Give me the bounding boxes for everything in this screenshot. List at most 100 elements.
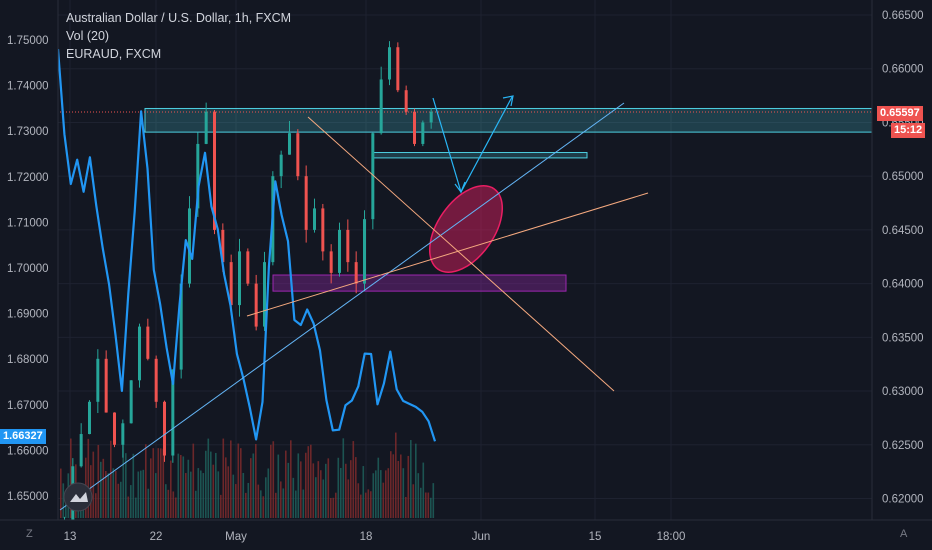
candle-body xyxy=(429,111,433,123)
candle-body xyxy=(96,358,100,402)
volume-bar xyxy=(110,440,112,518)
candle-body xyxy=(246,251,250,284)
candle-body xyxy=(254,283,258,327)
volume-bar xyxy=(252,453,255,518)
volume-bar xyxy=(192,443,195,518)
left-axis-tick-label: 1.65000 xyxy=(7,491,49,503)
volume-bar xyxy=(395,432,397,518)
left-axis-tick-label: 1.68000 xyxy=(7,354,49,366)
volume-bar xyxy=(100,461,102,518)
auto-scale-right-button[interactable]: A xyxy=(900,528,908,540)
candle-body xyxy=(79,434,83,467)
volume-bar xyxy=(222,438,225,518)
candle-body xyxy=(329,251,333,273)
volume-bar xyxy=(155,473,157,518)
candle-body xyxy=(113,412,116,445)
volume-bar xyxy=(365,492,367,518)
volume-bar xyxy=(317,461,320,518)
candle-body xyxy=(171,369,175,456)
volume-bar xyxy=(160,448,162,518)
right-axis-panel xyxy=(872,0,932,550)
volume-bar xyxy=(115,470,117,518)
candle-body xyxy=(121,423,125,445)
time-axis-panel xyxy=(0,520,932,550)
time-axis-tick-label: 18 xyxy=(360,531,373,543)
compare-symbol-label[interactable]: EURAUD, FXCM xyxy=(66,47,162,61)
candle-body xyxy=(196,143,200,209)
volume-bar xyxy=(60,468,62,518)
target-ellipse xyxy=(428,185,504,273)
volume-bar xyxy=(412,484,415,518)
orange-trend-line-rising xyxy=(246,192,649,317)
drawings-overlay[interactable] xyxy=(59,95,649,512)
candle-body xyxy=(313,208,316,230)
volume-bar xyxy=(215,452,217,518)
left-axis-tick-label: 1.72000 xyxy=(7,172,49,184)
volume-bar xyxy=(340,467,342,518)
volume-bar xyxy=(410,440,412,518)
candle-body xyxy=(304,176,308,230)
candle-body xyxy=(354,262,358,284)
candle-body xyxy=(213,111,216,230)
volume-bar xyxy=(137,471,140,518)
volume-bar xyxy=(95,493,97,518)
volume-bar xyxy=(257,484,260,518)
volume-bar xyxy=(105,470,107,518)
volume-bar xyxy=(320,470,322,518)
volume-bar xyxy=(420,487,422,518)
right-axis-tick-label: 0.63000 xyxy=(882,386,924,398)
logo-mark-icon xyxy=(70,492,88,502)
auto-scale-left-button[interactable]: Z xyxy=(26,528,33,540)
drawings[interactable] xyxy=(60,107,873,292)
volume-bar xyxy=(107,473,110,518)
volume-indicator-label[interactable]: Vol (20) xyxy=(66,29,110,43)
volume-bar xyxy=(270,444,272,518)
right-axis-tick-label: 0.65000 xyxy=(882,171,924,183)
volume-bar xyxy=(242,472,245,518)
volume-bar xyxy=(205,450,207,518)
volume-bar xyxy=(290,440,292,518)
volume-bar xyxy=(402,468,405,518)
volume-bar xyxy=(337,457,340,518)
left-axis-panel xyxy=(0,0,58,550)
volume-bar xyxy=(397,460,400,518)
volume-bar xyxy=(207,438,210,518)
volume-bar xyxy=(267,468,270,518)
volume-bar xyxy=(350,460,352,518)
volume-bar xyxy=(240,448,242,518)
candle-body xyxy=(396,47,400,91)
volume-bar xyxy=(225,457,227,518)
candle-body xyxy=(421,122,425,144)
volume-bar xyxy=(325,463,327,518)
volume-bar xyxy=(297,453,300,518)
volume-bar xyxy=(140,470,142,518)
volume-bar xyxy=(272,441,275,518)
volume-bar xyxy=(112,468,115,518)
volume-bar xyxy=(245,492,247,518)
volume-bar xyxy=(152,448,155,518)
volume-bar xyxy=(417,473,420,518)
volume-bar xyxy=(197,468,200,518)
volume-bar xyxy=(400,454,402,518)
demand-zone-box xyxy=(272,274,567,292)
candle-body xyxy=(238,251,241,306)
right-axis-tick-label: 0.66500 xyxy=(882,10,924,22)
candle-body xyxy=(379,79,383,134)
left-axis-tick-label: 1.74000 xyxy=(7,81,49,93)
symbol-title[interactable]: Australian Dollar / U.S. Dollar, 1h, FXC… xyxy=(66,11,292,25)
candle-body xyxy=(179,283,183,370)
volume-bar xyxy=(392,454,395,518)
volume-bar xyxy=(162,448,165,518)
volume-bar xyxy=(312,463,315,518)
volume-bar xyxy=(232,474,235,518)
volume-bar xyxy=(275,492,277,518)
blue-trend-line xyxy=(59,102,625,511)
volume-bar xyxy=(260,490,262,518)
left-axis-tick-label: 1.67000 xyxy=(7,400,49,412)
volume-bar xyxy=(175,497,177,518)
volume-bar xyxy=(172,491,175,518)
volume-bar xyxy=(305,452,307,518)
volume-bar xyxy=(427,492,430,518)
volume-bar xyxy=(425,492,427,518)
